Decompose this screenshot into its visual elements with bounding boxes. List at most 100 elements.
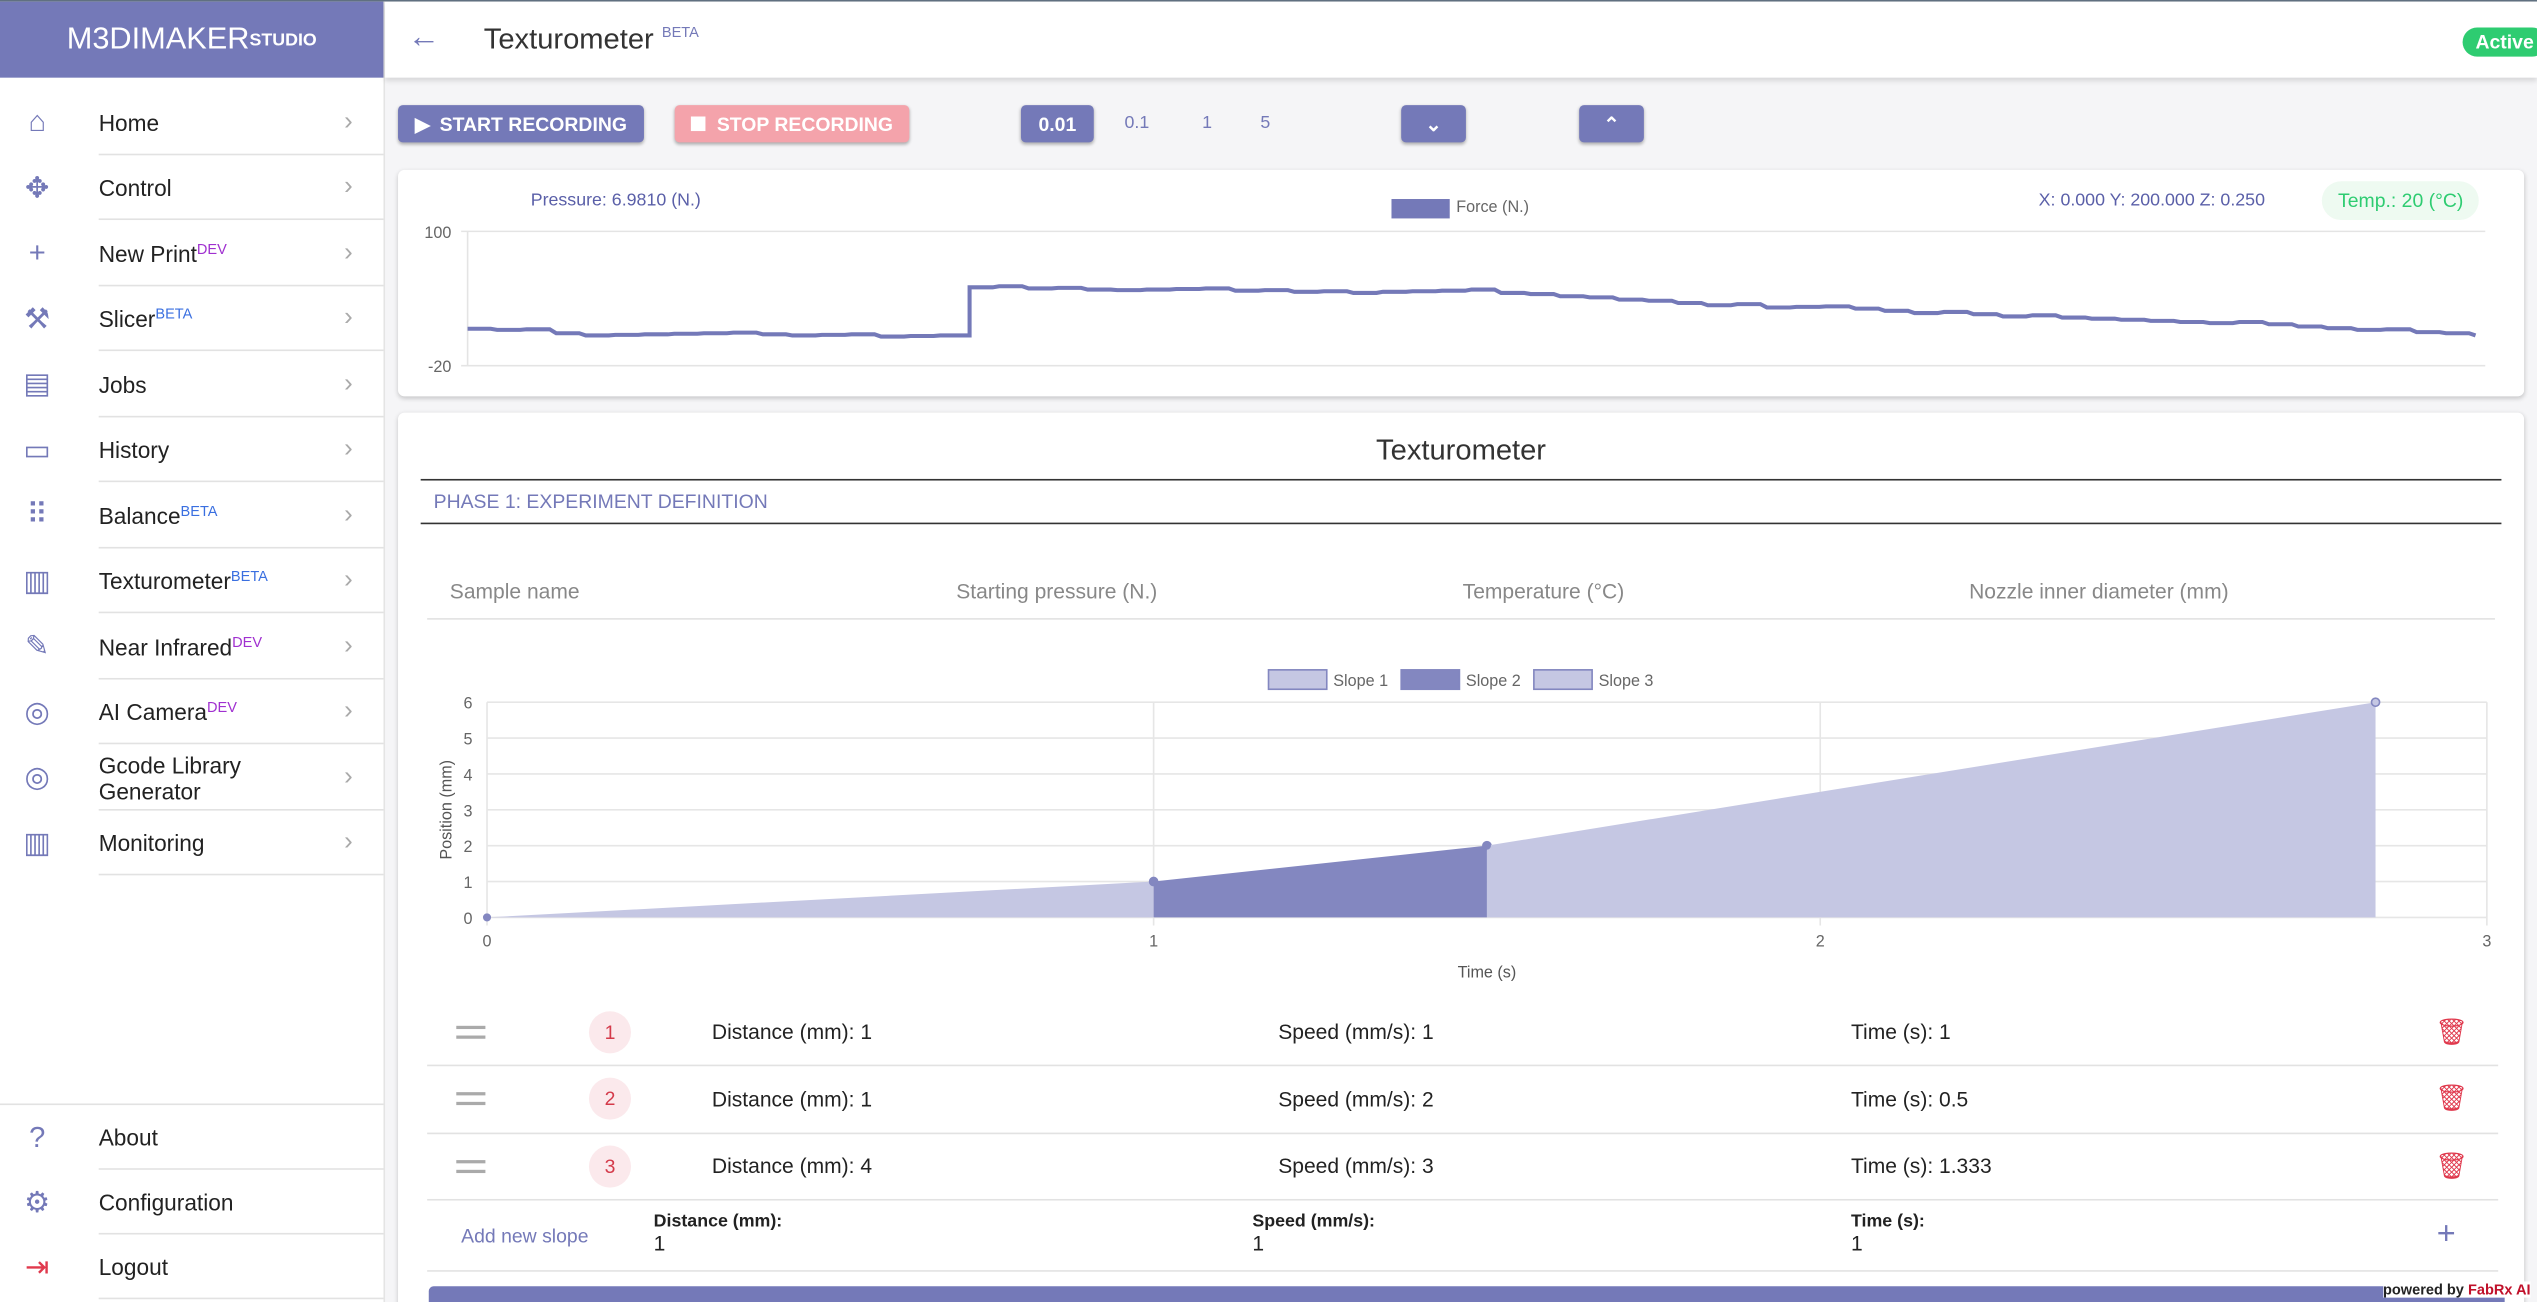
force-series-line bbox=[467, 284, 2477, 339]
x-tick-label: 0 bbox=[483, 933, 492, 951]
slope-row: 3 Distance (mm): 4 Speed (mm/s): 3 Time (s)… bbox=[427, 1133, 2499, 1201]
y-tick-label: 100 bbox=[424, 224, 451, 242]
stop-icon bbox=[690, 116, 706, 132]
drag-handle-icon[interactable] bbox=[456, 1025, 486, 1038]
home-icon: ⌂ bbox=[28, 105, 47, 138]
sidebar-item-slicer[interactable]: ⚒ SlicerBETA › bbox=[0, 286, 384, 352]
window-top-border bbox=[0, 0, 2537, 2]
add-slope-plus-icon[interactable]: + bbox=[2436, 1216, 2456, 1253]
chevron-right-icon: › bbox=[344, 238, 353, 267]
new-distance-input[interactable]: Distance (mm): 1 bbox=[653, 1211, 783, 1256]
add-new-slope-label: Add new slope bbox=[461, 1224, 589, 1247]
new-speed-input[interactable]: Speed (mm/s): 1 bbox=[1252, 1211, 1375, 1256]
slope-number: 3 bbox=[588, 1144, 632, 1187]
step-0.1-button[interactable]: 0.1 bbox=[1124, 113, 1150, 133]
delete-slope-trash-icon[interactable]: 🗑 bbox=[2435, 1085, 2468, 1114]
x-axis-label: Time (s) bbox=[1458, 963, 1517, 981]
grid-dots-icon: ⠿ bbox=[26, 498, 48, 531]
move-down-button[interactable]: ⌄ bbox=[1401, 105, 1466, 143]
y-tick-label: 3 bbox=[463, 802, 472, 820]
data-point bbox=[482, 913, 492, 922]
slope-number: 1 bbox=[588, 1010, 632, 1053]
back-arrow-icon[interactable]: ← bbox=[407, 19, 441, 56]
next-phase-button[interactable] bbox=[428, 1286, 2505, 1302]
nav-label: Logout bbox=[98, 1253, 168, 1280]
slope-distance: Distance (mm): 1 bbox=[711, 1019, 873, 1044]
force-chart: 100 -20 bbox=[424, 224, 2486, 376]
y-tick-label: -20 bbox=[428, 358, 451, 376]
nozzle-diameter-input[interactable]: Nozzle inner diameter (mm) bbox=[1969, 579, 2229, 604]
sidebar-item-jobs[interactable]: ▤ Jobs › bbox=[0, 351, 384, 418]
slope-time: Time (s): 1.333 bbox=[1850, 1153, 1992, 1178]
nav-label: BalanceBETA bbox=[98, 502, 218, 529]
starting-pressure-input[interactable]: Starting pressure (N.) bbox=[956, 579, 1158, 604]
temperature-input[interactable]: Temperature (°C) bbox=[1462, 579, 1625, 604]
nav-label: New PrintDEV bbox=[98, 240, 227, 267]
y-tick-label: 5 bbox=[463, 731, 472, 749]
sidebar-item-gcode-library-generator[interactable]: ◎ Gcode Library Generator › bbox=[0, 744, 384, 811]
phase-header: PHASE 1: EXPERIMENT DEFINITION bbox=[420, 478, 2502, 525]
chevron-right-icon: › bbox=[344, 828, 353, 856]
sidebar-nav: ⌂ Home › ✥ Control › + New PrintDEV › ⚒ SlicerBETA… bbox=[0, 89, 384, 876]
drag-handle-icon[interactable] bbox=[456, 1092, 486, 1106]
start-recording-button[interactable]: ▶ START RECORDING bbox=[398, 105, 644, 143]
drag-handle-icon[interactable] bbox=[456, 1159, 486, 1173]
chevron-right-icon: › bbox=[344, 304, 353, 332]
slope-speed: Speed (mm/s): 2 bbox=[1278, 1086, 1434, 1111]
nav-badge: DEV bbox=[196, 240, 227, 257]
sidebar-item-history[interactable]: ▭ History › bbox=[0, 417, 384, 483]
slope-row: 1 Distance (mm): 1 Speed (mm/s): 1 Time (s)… bbox=[427, 998, 2499, 1067]
legend-swatch bbox=[1400, 669, 1461, 691]
nav-label: Gcode Library Generator bbox=[98, 751, 241, 804]
sidebar-item-texturometer[interactable]: ▥ TexturometerBETA › bbox=[0, 549, 384, 614]
nav-label: AI CameraDEV bbox=[98, 698, 237, 725]
sidebar-item-monitoring[interactable]: ▥ Monitoring › bbox=[0, 811, 384, 876]
stop-recording-button[interactable]: STOP RECORDING bbox=[674, 105, 910, 143]
nav-label: SlicerBETA bbox=[98, 305, 193, 332]
aperture-icon: ◎ bbox=[24, 760, 50, 793]
nav-badge: DEV bbox=[206, 698, 237, 716]
delete-slope-trash-icon[interactable]: 🗑 bbox=[2435, 1018, 2468, 1047]
sidebar-item-logout[interactable]: ⇥ Logout bbox=[0, 1235, 384, 1300]
new-slope-row: Add new slope Distance (mm): 1 Speed (mm/… bbox=[427, 1201, 2499, 1272]
chevron-right-icon: › bbox=[344, 173, 353, 201]
slope-time: Time (s): 0.5 bbox=[1850, 1086, 1969, 1111]
slope-area-1 bbox=[487, 881, 1154, 918]
slope-number: 2 bbox=[588, 1077, 632, 1120]
step-0.01-button[interactable]: 0.01 bbox=[1020, 105, 1094, 143]
nav-label: Near InfraredDEV bbox=[98, 633, 263, 660]
chevron-right-icon: › bbox=[344, 500, 353, 529]
sidebar-item-configuration[interactable]: ⚙ Configuration bbox=[0, 1170, 384, 1235]
sidebar-item-about[interactable]: ? About bbox=[0, 1105, 384, 1170]
x-tick-label: 2 bbox=[1816, 933, 1825, 951]
tools-icon: ⚒ bbox=[24, 301, 51, 335]
document-icon: ▤ bbox=[23, 367, 51, 400]
delete-slope-trash-icon[interactable]: 🗑 bbox=[2435, 1152, 2468, 1181]
nav-badge: DEV bbox=[232, 633, 263, 650]
new-time-input[interactable]: Time (s): 1 bbox=[1850, 1211, 1925, 1256]
nav-label: Configuration bbox=[98, 1189, 234, 1216]
brand-logo[interactable]: M3DIMAKER STUDIO bbox=[0, 1, 384, 78]
sample-name-input[interactable]: Sample name bbox=[449, 579, 580, 604]
step-5-button[interactable]: 5 bbox=[1260, 113, 1271, 133]
legend-label: Slope 1 bbox=[1333, 672, 1388, 690]
sidebar-item-new-print[interactable]: + New PrintDEV › bbox=[0, 220, 384, 287]
sidebar-bottom-nav: ? About ⚙ Configuration ⇥ Logout bbox=[0, 1103, 384, 1300]
chevron-right-icon: › bbox=[344, 762, 353, 791]
nav-label: About bbox=[98, 1124, 158, 1151]
move-up-button[interactable]: ⌃ bbox=[1579, 105, 1644, 143]
sidebar-item-ai-camera[interactable]: ◎ AI CameraDEV › bbox=[0, 680, 384, 745]
step-1-button[interactable]: 1 bbox=[1202, 113, 1213, 133]
top-bar: ← Texturometer BETA Active bbox=[385, 1, 2537, 78]
slope-area-2 bbox=[1153, 845, 1487, 918]
sidebar-item-home[interactable]: ⌂ Home › bbox=[0, 89, 384, 156]
sidebar-item-balance[interactable]: ⠿ BalanceBETA › bbox=[0, 482, 384, 549]
y-tick-label: 4 bbox=[463, 766, 472, 784]
sidebar-item-control[interactable]: ✥ Control › bbox=[0, 155, 384, 221]
slope-time: Time (s): 1 bbox=[1850, 1019, 1951, 1044]
nav-label: Control bbox=[98, 174, 172, 201]
flashlight-icon: ✎ bbox=[25, 629, 50, 662]
chevron-down-icon: ⌄ bbox=[1425, 112, 1442, 136]
nav-label: History bbox=[98, 436, 170, 463]
sidebar-item-near-infrared[interactable]: ✎ Near InfraredDEV › bbox=[0, 613, 384, 680]
